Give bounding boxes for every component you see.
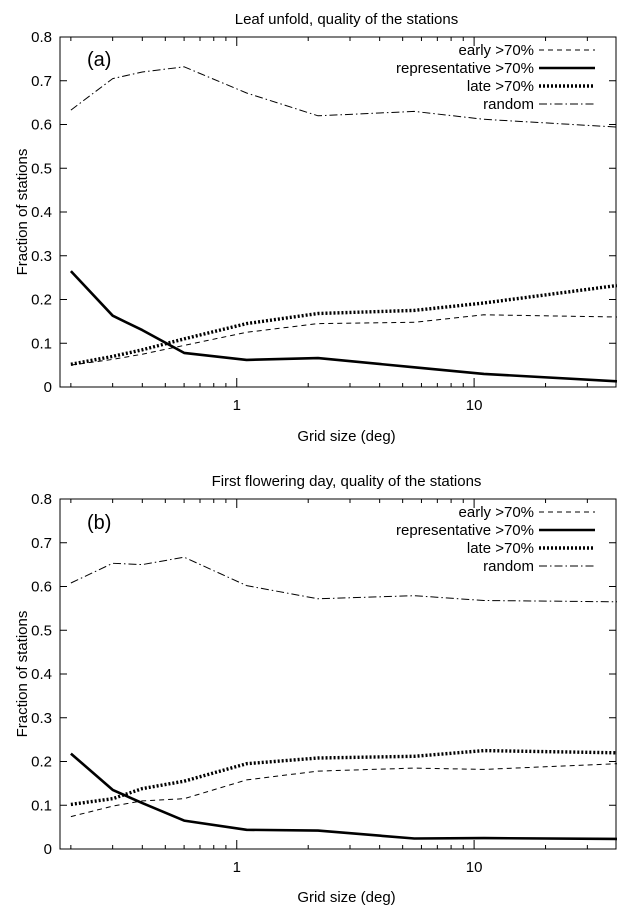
chart-title: First flowering day, quality of the stat… [212, 473, 482, 490]
y-tick-label: 0.6 [31, 579, 52, 596]
y-tick-label: 0.2 [31, 754, 52, 771]
series-line-dashed [70, 763, 617, 818]
legend-label: representative >70% [396, 522, 534, 539]
y-tick-label: 0.6 [31, 117, 52, 134]
x-axis-label: Grid size (deg) [297, 428, 395, 445]
y-tick-label: 0.4 [31, 666, 52, 683]
y-tick-label: 0.7 [31, 73, 52, 90]
x-axis-label: Grid size (deg) [297, 889, 395, 906]
y-tick-label: 0.5 [31, 622, 52, 639]
legend-label: random [483, 558, 534, 575]
x-tick-label: 1 [233, 397, 241, 414]
x-tick-label: 1 [233, 859, 241, 876]
legend-label: early >70% [459, 42, 534, 59]
series-line-dashed [70, 314, 617, 366]
y-tick-label: 0.8 [31, 29, 52, 46]
y-tick-label: 0 [44, 379, 52, 396]
panel-a: Leaf unfold, quality of the stations (a) 0… [14, 11, 617, 445]
y-axis-label: Fraction of stations [14, 149, 31, 276]
y-tick-label: 0.2 [31, 292, 52, 309]
panel-b: First flowering day, quality of the stat… [14, 473, 617, 906]
y-tick-label: 0.7 [31, 535, 52, 552]
series-line-solid-thick [70, 752, 617, 841]
series-line-dash-dot [70, 66, 617, 128]
y-tick-label: 0.1 [31, 797, 52, 814]
y-tick-label: 0.5 [31, 160, 52, 177]
series-line-dotted [70, 748, 617, 807]
x-tick-label: 10 [466, 859, 483, 876]
y-tick-label: 0.3 [31, 248, 52, 265]
series-line-dotted [70, 283, 617, 366]
y-tick-label: 0.4 [31, 204, 52, 221]
legend-label: random [483, 96, 534, 113]
panel-label: (b) [87, 512, 111, 534]
y-tick-label: 0 [44, 841, 52, 858]
legend-label: early >70% [459, 504, 534, 521]
chart-title: Leaf unfold, quality of the stations [235, 11, 458, 28]
x-tick-label: 10 [466, 397, 483, 414]
y-tick-label: 0.8 [31, 491, 52, 508]
series-line-solid-thick [69, 270, 617, 383]
legend-label: late >70% [467, 78, 534, 95]
panel-label: (a) [87, 49, 111, 71]
y-axis-label: Fraction of stations [14, 611, 31, 738]
legend-label: late >70% [467, 540, 534, 557]
legend-label: representative >70% [396, 60, 534, 77]
series-line-dash-dot [70, 556, 617, 603]
y-tick-label: 0.3 [31, 710, 52, 727]
y-tick-label: 0.1 [31, 335, 52, 352]
